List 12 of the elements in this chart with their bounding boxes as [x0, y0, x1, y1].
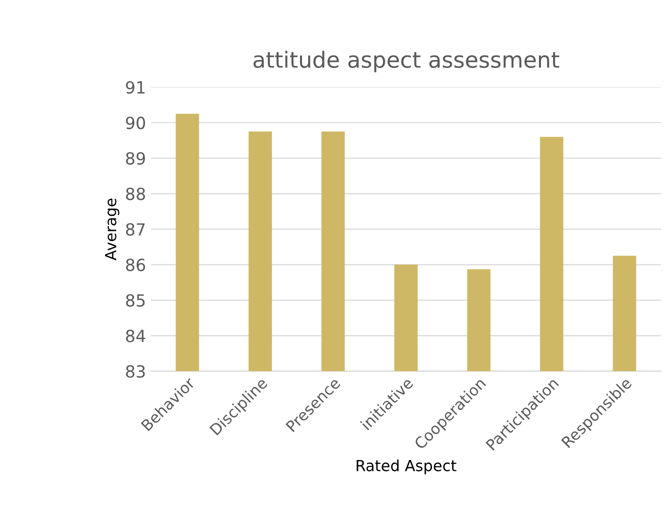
y-tick-label: 91 [126, 81, 145, 94]
y-tick-label: 83 [126, 365, 145, 378]
chart-title: attitude aspect assessment [254, 50, 560, 72]
y-tick-label: 87 [126, 223, 145, 236]
y-tick-label: 86 [126, 258, 146, 272]
y-tick-label: 88 [126, 188, 145, 200]
y-tick-label: 84 [126, 330, 146, 342]
y-tick-label: 89 [126, 152, 145, 165]
y-tick-label: 85 [126, 294, 145, 307]
y-tick-label: 90 [126, 116, 146, 130]
y-axis-title: Average [105, 198, 120, 260]
x-axis-title: Rated Aspect [356, 459, 456, 474]
